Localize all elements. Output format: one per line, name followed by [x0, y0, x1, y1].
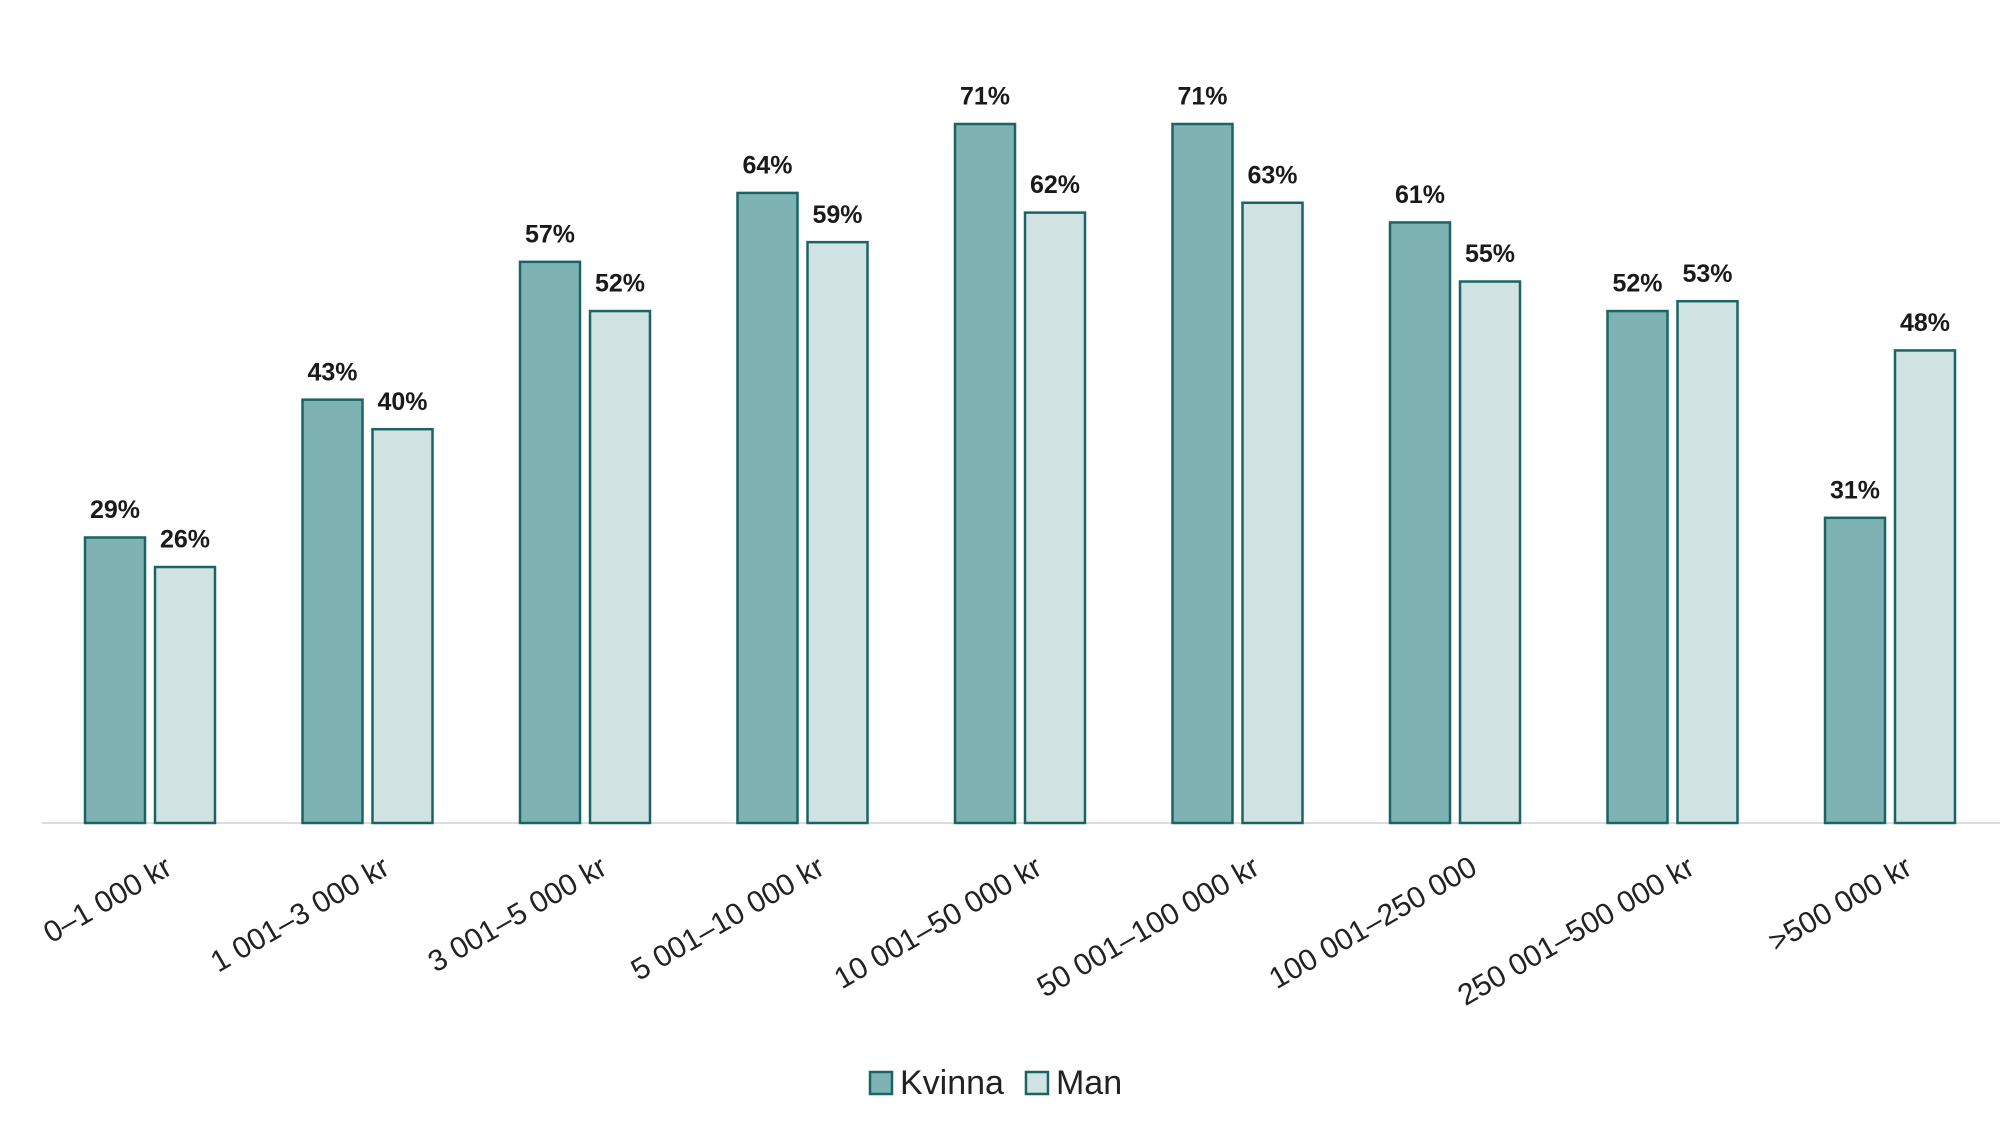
bar [371, 427, 434, 825]
value-label: 59% [812, 201, 862, 229]
bar [1458, 280, 1522, 825]
bar [301, 398, 364, 825]
value-label: 29% [90, 496, 140, 524]
bar [518, 260, 582, 825]
bar [1388, 221, 1452, 825]
x-tick-label: 250 001–500 000 kr [1452, 850, 1700, 1012]
bar [1676, 299, 1739, 825]
x-tick-label: 1 001–3 000 kr [205, 850, 395, 979]
value-label: 26% [160, 526, 210, 554]
legend-label: Man [1056, 1064, 1122, 1102]
value-label: 57% [525, 220, 575, 248]
value-label: 40% [377, 388, 427, 416]
bar [1171, 122, 1234, 825]
value-label: 55% [1465, 240, 1515, 268]
value-label: 43% [307, 358, 357, 386]
x-tick-label: 100 001–250 000 [1264, 850, 1483, 995]
value-label: 53% [1682, 260, 1732, 288]
bar [1606, 309, 1669, 825]
legend-swatch [1024, 1070, 1050, 1096]
x-tick-label: 0–1 000 kr [38, 850, 177, 949]
bar [953, 122, 1017, 825]
bar [806, 240, 869, 825]
legend-label: Kvinna [900, 1064, 1004, 1102]
legend-swatch [868, 1070, 894, 1096]
value-label: 64% [742, 152, 792, 180]
bar [1823, 516, 1887, 825]
value-label: 52% [595, 270, 645, 298]
x-tick-label: 5 001–10 000 kr [626, 850, 830, 987]
value-label: 61% [1395, 181, 1445, 209]
value-label: 63% [1247, 161, 1297, 189]
x-tick-label: >500 000 kr [1763, 850, 1917, 958]
x-tick-label: 10 001–50 000 kr [829, 850, 1048, 995]
value-label: 31% [1830, 476, 1880, 504]
x-tick-label: 50 001–100 000 kr [1032, 850, 1265, 1004]
bar [1023, 211, 1087, 825]
bar [83, 536, 147, 825]
value-label: 71% [960, 83, 1010, 111]
bar [153, 565, 217, 825]
x-tick-label: 3 001–5 000 kr [423, 850, 613, 979]
bar [1241, 201, 1304, 825]
value-label: 62% [1030, 171, 1080, 199]
value-label: 52% [1612, 270, 1662, 298]
value-label: 48% [1900, 309, 1950, 337]
bar [736, 191, 799, 825]
bar [1893, 349, 1957, 825]
value-label: 71% [1177, 83, 1227, 111]
bar [588, 309, 652, 825]
